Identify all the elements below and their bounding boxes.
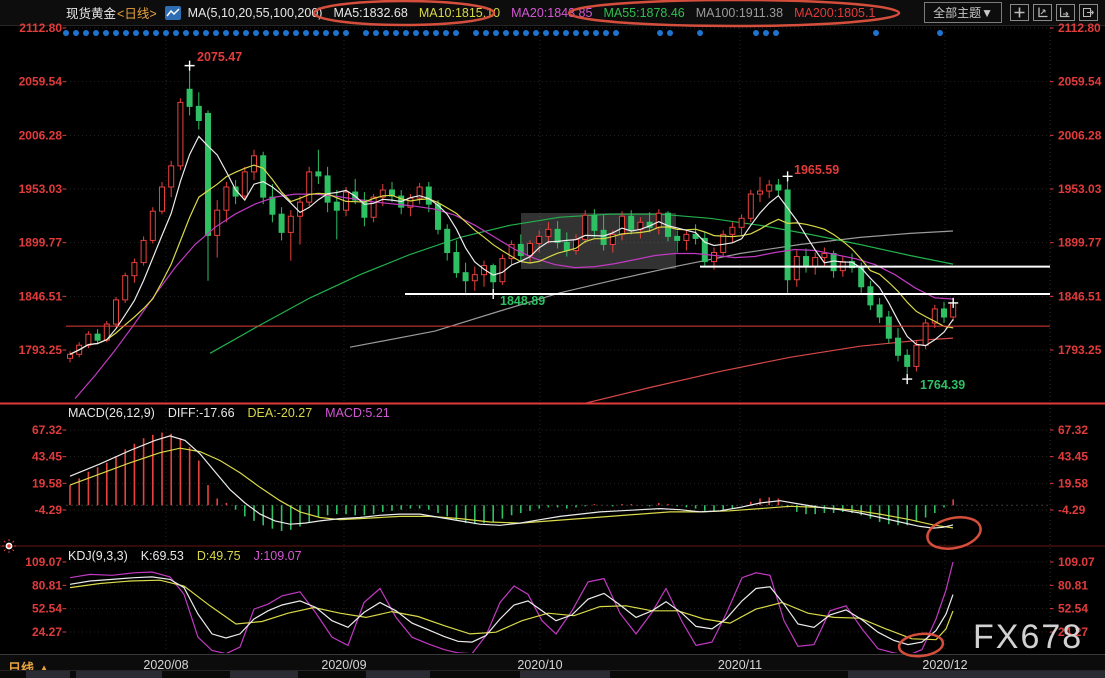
- x-axis-month-label: 2020/11: [717, 658, 763, 672]
- scrollbar-segment[interactable]: [848, 671, 1105, 678]
- scrollbar-segment[interactable]: [76, 671, 162, 678]
- y-axis-label: 19.58: [1058, 476, 1088, 490]
- kdj-j-value: J:109.07: [253, 549, 302, 563]
- y-axis-label: 1899.77: [19, 236, 63, 250]
- kdj-params-label: KDJ(9,3,3): [68, 549, 128, 563]
- x-axis-month-label: 2020/08: [143, 658, 189, 672]
- ma5-value: MA5:1832.68: [333, 5, 408, 20]
- scrollbar-segment[interactable]: [230, 671, 298, 678]
- header-bar: 现货黄金 <日线> MA(5,10,20,55,100,200) MA5:183…: [0, 0, 1105, 26]
- chart-type-icon[interactable]: [164, 5, 181, 20]
- macd-dea-value: DEA:-20.27: [247, 406, 313, 420]
- horizontal-scrollbar[interactable]: [0, 671, 1105, 678]
- y-axis-label: 24.27: [32, 625, 62, 639]
- y-axis-label: 43.45: [1058, 450, 1088, 464]
- scrollbar-segment[interactable]: [26, 671, 70, 678]
- y-axis-label: 19.58: [32, 476, 62, 490]
- y-axis-pane-icon[interactable]: [1033, 4, 1052, 21]
- y-axis-label: -4.29: [35, 503, 63, 517]
- x-axis-pane-icon[interactable]: [1056, 4, 1075, 21]
- pan-icon[interactable]: [1010, 4, 1029, 21]
- y-axis-label: 2059.54: [19, 75, 63, 89]
- alert-marker-icon[interactable]: [1, 538, 17, 559]
- watermark: FX678: [973, 618, 1084, 656]
- y-axis-label: 52.54: [32, 602, 62, 616]
- macd-indicator-header: MACD(26,12,9) DIFF:-17.66 DEA:-20.27 MAC…: [68, 406, 390, 420]
- y-axis-label: 1953.03: [1058, 182, 1102, 196]
- macd-macd-value: MACD:5.21: [325, 406, 390, 420]
- kdj-d-value: D:49.75: [196, 549, 241, 563]
- ma-settings-label: MA(5,10,20,55,100,200): [187, 5, 323, 20]
- x-axis-month-label: 2020/09: [321, 658, 367, 672]
- y-axis-label: 109.07: [25, 555, 62, 569]
- y-axis-label: 1953.03: [19, 182, 63, 196]
- y-axis-label: 109.07: [1058, 555, 1095, 569]
- detach-pane-icon[interactable]: [1079, 4, 1098, 21]
- ma55-value: MA55:1878.46: [603, 5, 685, 20]
- kdj-indicator-header: KDJ(9,3,3) K:69.53 D:49.75 J:109.07: [68, 549, 302, 563]
- y-axis-label: 1846.51: [19, 289, 63, 303]
- ma10-value: MA10:1815.10: [418, 5, 501, 20]
- y-axis-label: 43.45: [32, 450, 62, 464]
- x-axis-month-label: 2020/12: [922, 658, 968, 672]
- time-axis-bar: 日线 ▲ 2020/08 2020/09 2020/10 2020/11 2020/12: [0, 655, 1105, 678]
- scrollbar-segment[interactable]: [366, 671, 430, 678]
- y-axis-label: 2059.54: [1058, 75, 1102, 89]
- y-axis-label: 80.81: [1058, 578, 1088, 592]
- chart-plot-area[interactable]: [66, 28, 1050, 652]
- period-tag: <日线>: [117, 7, 157, 21]
- y-axis-label: -4.29: [1058, 503, 1086, 517]
- ma20-value: MA20:1843.85: [511, 5, 593, 20]
- macd-diff-value: DIFF:-17.66: [167, 406, 235, 420]
- ma200-value: MA200:1805.1: [794, 5, 876, 20]
- y-axis-label: 80.81: [32, 578, 62, 592]
- x-axis-month-label: 2020/10: [517, 658, 563, 672]
- y-axis-label: 2006.28: [1058, 128, 1102, 142]
- y-axis-label: 67.32: [32, 423, 62, 437]
- kdj-k-value: K:69.53: [140, 549, 184, 563]
- y-axis-label: 52.54: [1058, 602, 1088, 616]
- instrument-title: 现货黄金: [66, 7, 117, 21]
- macd-params-label: MACD(26,12,9): [68, 406, 155, 420]
- theme-selector-button[interactable]: 全部主题▼: [924, 2, 1002, 23]
- y-axis-label: 1793.25: [1058, 343, 1102, 357]
- y-axis-label: 67.32: [1058, 423, 1088, 437]
- ma100-value: MA100:1911.38: [695, 5, 784, 20]
- y-axis-label: 1846.51: [1058, 289, 1102, 303]
- y-axis-label: 1899.77: [1058, 236, 1102, 250]
- y-axis-label: 1793.25: [19, 343, 63, 357]
- y-axis-label: 2006.28: [19, 128, 63, 142]
- scrollbar-segment[interactable]: [520, 671, 610, 678]
